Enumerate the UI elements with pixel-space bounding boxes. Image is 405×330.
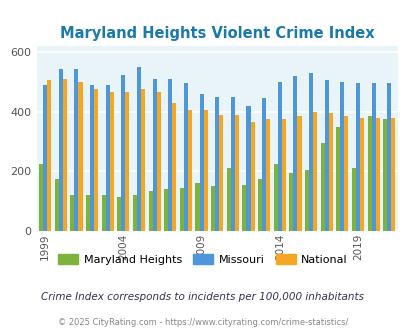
Bar [355, 83, 359, 231]
Bar [109, 92, 113, 231]
Bar [70, 195, 74, 231]
Bar [47, 81, 51, 231]
Bar [289, 173, 293, 231]
Bar [199, 94, 203, 231]
Bar [359, 118, 363, 231]
Bar [172, 103, 176, 231]
Bar [132, 195, 136, 231]
Bar [246, 106, 250, 231]
Bar [136, 67, 141, 231]
Legend: Maryland Heights, Missouri, National: Maryland Heights, Missouri, National [53, 250, 352, 269]
Bar [117, 197, 121, 231]
Bar [125, 92, 129, 231]
Bar [179, 188, 183, 231]
Bar [293, 76, 297, 231]
Bar [386, 83, 390, 231]
Bar [63, 79, 67, 231]
Bar [281, 119, 285, 231]
Bar [351, 168, 355, 231]
Bar [371, 83, 375, 231]
Bar [168, 79, 172, 231]
Bar [55, 179, 59, 231]
Bar [219, 115, 223, 231]
Bar [43, 85, 47, 231]
Bar [195, 183, 199, 231]
Bar [250, 122, 254, 231]
Bar [273, 164, 277, 231]
Bar [390, 118, 394, 231]
Bar [339, 82, 343, 231]
Bar [94, 89, 98, 231]
Bar [121, 75, 125, 231]
Bar [74, 69, 78, 231]
Title: Maryland Heights Violent Crime Index: Maryland Heights Violent Crime Index [60, 26, 373, 41]
Bar [308, 73, 312, 231]
Bar [242, 185, 246, 231]
Bar [101, 195, 105, 231]
Bar [188, 110, 192, 231]
Bar [148, 191, 152, 231]
Bar [152, 79, 156, 231]
Bar [234, 115, 239, 231]
Bar [304, 170, 308, 231]
Bar [183, 83, 188, 231]
Bar [266, 119, 270, 231]
Bar [335, 127, 339, 231]
Bar [156, 92, 160, 231]
Bar [39, 164, 43, 231]
Bar [86, 195, 90, 231]
Bar [258, 179, 262, 231]
Bar [203, 110, 207, 231]
Bar [105, 85, 109, 231]
Bar [367, 116, 371, 231]
Bar [324, 81, 328, 231]
Text: Crime Index corresponds to incidents per 100,000 inhabitants: Crime Index corresponds to incidents per… [41, 292, 364, 302]
Bar [215, 97, 219, 231]
Bar [164, 189, 168, 231]
Bar [90, 85, 94, 231]
Bar [312, 112, 316, 231]
Bar [328, 113, 332, 231]
Bar [230, 97, 234, 231]
Text: © 2025 CityRating.com - https://www.cityrating.com/crime-statistics/: © 2025 CityRating.com - https://www.city… [58, 318, 347, 327]
Bar [297, 116, 301, 231]
Bar [343, 116, 347, 231]
Bar [78, 82, 82, 231]
Bar [277, 82, 281, 231]
Bar [320, 143, 324, 231]
Bar [59, 69, 63, 231]
Bar [382, 119, 386, 231]
Bar [375, 118, 379, 231]
Bar [226, 168, 230, 231]
Bar [211, 186, 215, 231]
Bar [141, 89, 145, 231]
Bar [262, 98, 266, 231]
